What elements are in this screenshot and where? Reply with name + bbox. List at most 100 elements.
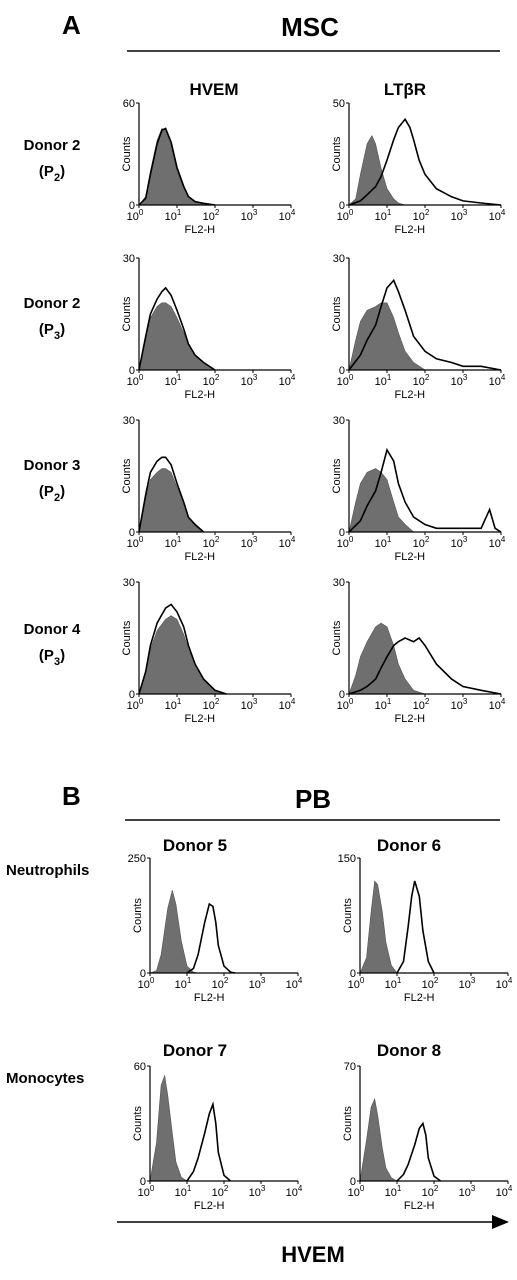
- control-histogram: [348, 134, 414, 206]
- y-tick-label: 30: [123, 415, 135, 427]
- control-histogram: [348, 302, 427, 371]
- x-tick-label: 100: [127, 535, 144, 550]
- x-tick-label: 100: [138, 1184, 155, 1199]
- x-tick-label: 103: [451, 697, 468, 712]
- row-label-passage: (P3): [39, 647, 65, 668]
- histogram-panels: 0 60 100 101 102 103 104 FL2-H Counts 0 50 100 101 10…: [121, 98, 513, 1212]
- y-tick-label: 0: [129, 365, 135, 377]
- stained-histogram-line: [348, 636, 502, 695]
- donor-title: Donor 5: [163, 836, 227, 855]
- x-tick-label: 101: [165, 208, 182, 223]
- x-tick-label: 102: [212, 1184, 229, 1199]
- x-tick-label: 104: [286, 1184, 303, 1199]
- stained-histogram-line: [186, 902, 236, 974]
- stained-histogram-line: [138, 286, 216, 371]
- row-label-2: Donor 2 (P3): [24, 295, 81, 342]
- y-axis-label: Counts: [331, 620, 343, 655]
- x-tick-label: 103: [451, 373, 468, 388]
- x-axis-label: FL2-H: [404, 992, 435, 1004]
- x-tick-label: 102: [413, 697, 430, 712]
- y-tick-label: 60: [123, 98, 135, 110]
- histogram-plot: 0 60 100 101 102 103 104 FL2-H Counts: [132, 1061, 303, 1212]
- row-label-1: Donor 2 (P2): [24, 137, 81, 184]
- histogram-plot: 0 50 100 101 102 103 104 FL2-H Counts: [331, 98, 506, 236]
- x-tick-label: 101: [165, 535, 182, 550]
- x-tick-label: 100: [127, 208, 144, 223]
- x-tick-label: 100: [127, 697, 144, 712]
- y-tick-label: 0: [140, 968, 146, 980]
- histogram-plot: 0 30 100 101 102 103 104 FL2-H Counts: [121, 415, 296, 563]
- y-tick-label: 250: [128, 853, 146, 865]
- y-axis-label: Counts: [132, 1106, 144, 1141]
- x-tick-label: 102: [203, 373, 220, 388]
- y-axis-label: Counts: [331, 136, 343, 171]
- column-header-hvem: HVEM: [189, 80, 238, 99]
- y-tick-label: 0: [129, 200, 135, 212]
- x-tick-label: 102: [212, 976, 229, 991]
- stained-histogram-line: [396, 1121, 441, 1182]
- y-axis-label: Counts: [342, 898, 354, 933]
- y-tick-label: 0: [339, 200, 345, 212]
- x-tick-label: 103: [451, 535, 468, 550]
- row-label-neutrophils: Neutrophils: [6, 862, 89, 879]
- y-tick-label: 70: [344, 1061, 356, 1073]
- control-histogram: [348, 622, 426, 695]
- x-axis-label: FL2-H: [185, 224, 216, 236]
- y-axis-label: Counts: [331, 296, 343, 331]
- y-tick-label: 30: [123, 577, 135, 589]
- control-histogram: [138, 615, 227, 695]
- stained-histogram-line: [138, 456, 205, 533]
- y-tick-label: 0: [350, 1176, 356, 1188]
- y-tick-label: 0: [339, 365, 345, 377]
- panel-b-title: PB: [295, 784, 331, 814]
- x-tick-label: 104: [489, 373, 506, 388]
- x-tick-label: 103: [249, 1184, 266, 1199]
- histogram-plot: 0 70 100 101 102 103 104 FL2-H Counts: [342, 1061, 513, 1212]
- control-histogram: [348, 468, 415, 533]
- y-tick-label: 0: [140, 1176, 146, 1188]
- x-tick-label: 104: [279, 373, 296, 388]
- y-tick-label: 150: [338, 853, 356, 865]
- y-tick-label: 0: [339, 689, 345, 701]
- x-axis-label: FL2-H: [395, 713, 426, 725]
- row-label-donor: Donor 2: [24, 295, 81, 312]
- x-tick-label: 101: [375, 208, 392, 223]
- x-tick-label: 101: [375, 535, 392, 550]
- histogram-plot: 0 30 100 101 102 103 104 FL2-H Counts: [121, 253, 296, 401]
- y-tick-label: 0: [350, 968, 356, 980]
- x-tick-label: 100: [348, 976, 365, 991]
- y-axis-label: Counts: [121, 296, 133, 331]
- x-tick-label: 100: [337, 535, 354, 550]
- row-label-passage: (P2): [39, 483, 65, 504]
- x-tick-label: 102: [203, 697, 220, 712]
- x-tick-label: 103: [241, 208, 258, 223]
- y-tick-label: 30: [333, 253, 345, 265]
- x-tick-label: 104: [489, 697, 506, 712]
- y-tick-label: 60: [134, 1061, 146, 1073]
- x-tick-label: 104: [489, 535, 506, 550]
- arrow-head-icon: [492, 1215, 509, 1229]
- histogram-plot: 0 150 100 101 102 103 104 FL2-H Counts: [338, 853, 513, 1004]
- histogram-plot: 0 30 100 101 102 103 104 FL2-H Counts: [331, 577, 506, 725]
- x-tick-label: 101: [375, 373, 392, 388]
- x-tick-label: 103: [241, 535, 258, 550]
- x-tick-label: 100: [138, 976, 155, 991]
- x-tick-label: 100: [337, 697, 354, 712]
- x-tick-label: 101: [385, 1184, 402, 1199]
- y-axis-label: Counts: [331, 458, 343, 493]
- control-histogram: [149, 890, 199, 974]
- y-tick-label: 0: [339, 527, 345, 539]
- row-label-passage: (P3): [39, 321, 65, 342]
- y-axis-label: Counts: [342, 1106, 354, 1141]
- x-tick-label: 101: [165, 697, 182, 712]
- panel-a-title: MSC: [281, 12, 339, 42]
- x-tick-label: 104: [279, 697, 296, 712]
- stained-histogram-line: [396, 880, 435, 974]
- histogram-plot: 0 30 100 101 102 103 104 FL2-H Counts: [331, 415, 506, 563]
- row-label-monocytes: Monocytes: [6, 1070, 84, 1087]
- x-tick-label: 102: [422, 1184, 439, 1199]
- x-tick-label: 103: [241, 697, 258, 712]
- y-axis-label: Counts: [121, 458, 133, 493]
- y-tick-label: 30: [333, 415, 345, 427]
